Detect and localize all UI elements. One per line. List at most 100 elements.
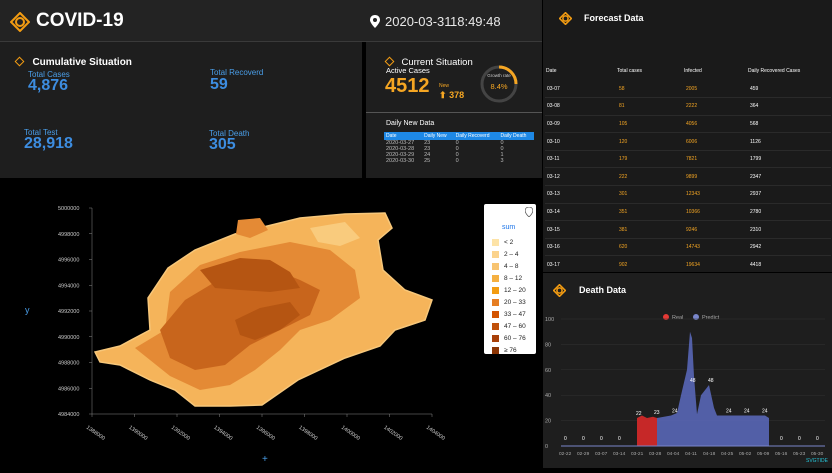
y-tick-label: 4992000 [58, 309, 79, 315]
x-tick-label: 04-04 [667, 451, 680, 457]
map-region-hotspot[interactable] [200, 258, 300, 292]
data-label: 0 [798, 436, 801, 442]
total-recovered-label: Total Recoverd [210, 68, 264, 77]
daily-table: Date Daily New Daily Recoverd Daily Deat… [384, 132, 534, 164]
forecast-cell: 2942 [750, 244, 762, 251]
daily-cell: 1 [500, 152, 504, 158]
location-pin-icon[interactable] [525, 207, 533, 217]
forecast-cell: 2222 [686, 103, 698, 110]
forecast-col-recovered: Daily Recovered Cases [748, 68, 801, 74]
forecast-cell: 2347 [750, 173, 762, 180]
legend-predict[interactable]: Predict [693, 314, 720, 321]
map-region-hotspot[interactable] [235, 302, 300, 340]
data-label: 48 [690, 378, 696, 384]
legend-swatch [492, 238, 499, 246]
daily-cell: 2020-03-29 [386, 152, 415, 158]
x-tick-label: 05-23 [793, 451, 806, 457]
legend-item[interactable]: < 2 [492, 236, 526, 248]
daily-cell: 0 [455, 152, 459, 158]
daily-table-row: 2020-03-29 24 0 1 [384, 152, 534, 158]
legend-item[interactable]: 20 – 33 [492, 296, 526, 308]
total-test-label: Total Test [24, 128, 58, 137]
x-tick-label: 1400000 [340, 425, 361, 442]
data-label: 0 [582, 436, 585, 442]
death-panel: Death Data Real Predict 100 80 60 40 20 0 0 0 0 0 22… [543, 273, 832, 468]
y-tick-label: 4988000 [58, 361, 79, 367]
data-label: 0 [816, 436, 819, 442]
forecast-col-total: Total cases [617, 68, 643, 74]
total-test-value: 28,918 [24, 135, 73, 152]
forecast-cell: 9246 [686, 226, 698, 233]
legend-label: ≥ 76 [504, 346, 517, 354]
x-tick-label: 1390000 [127, 425, 148, 442]
y-tick-label: 0 [545, 444, 548, 450]
x-tick-label: 1404000 [425, 425, 446, 442]
y-tick-label: 40 [545, 393, 551, 399]
data-label: 0 [564, 436, 567, 442]
data-label: 48 [708, 378, 714, 384]
legend-swatch [492, 274, 499, 282]
map-region-light[interactable] [310, 222, 360, 246]
daily-col-recovered: Daily Recoverd [455, 133, 490, 139]
forecast-col-infected: Infected [684, 68, 702, 74]
y-axis-label: y [25, 305, 30, 315]
forecast-cell: 105 [619, 120, 628, 127]
forecast-cell: 381 [619, 226, 628, 233]
predict-area [657, 331, 769, 446]
legend-item[interactable]: ≥ 76 [492, 344, 526, 356]
forecast-cell: 902 [619, 261, 628, 268]
legend-label: 4 – 8 [504, 262, 519, 270]
forecast-cell: 03-10 [547, 138, 560, 145]
legend-real[interactable]: Real [663, 314, 683, 321]
x-tick-label: 02-22 [559, 451, 572, 457]
app-title: COVID-19 [36, 10, 124, 31]
x-tick-label: 1398000 [297, 425, 318, 442]
legend-item[interactable]: 4 – 8 [492, 260, 526, 272]
data-label: 24 [672, 409, 678, 415]
legend-item[interactable]: 47 – 60 [492, 320, 526, 332]
forecast-cell: 19634 [686, 261, 700, 268]
divider [366, 112, 542, 113]
legend-item[interactable]: 12 – 20 [492, 284, 526, 296]
legend-predict-label: Predict [702, 315, 720, 321]
x-tick-label: 1392000 [170, 425, 191, 442]
forecast-cell: 58 [619, 85, 625, 92]
legend-item[interactable]: 8 – 12 [492, 272, 526, 284]
growth-gauge-arc [498, 65, 518, 85]
forecast-cell: 568 [750, 120, 759, 127]
forecast-table-row: 03-08 81 2222 364 [545, 98, 831, 116]
location-pin-icon [370, 15, 380, 28]
forecast-cell: 81 [619, 103, 625, 110]
daily-cell: 0 [455, 140, 459, 146]
current-panel: Current Situation Active Cases 4512 New … [366, 42, 542, 178]
forecast-cell: 03-08 [547, 103, 560, 110]
total-recovered-value: 59 [210, 76, 228, 93]
legend-label: < 2 [504, 238, 514, 246]
map-region-mid[interactable] [236, 218, 268, 238]
daily-cell: 0 [455, 146, 459, 152]
y-tick-label: 4986000 [58, 386, 79, 392]
legend-label: 8 – 12 [504, 274, 523, 282]
active-cases-label: Active Cases [386, 66, 430, 75]
legend-item[interactable]: 33 – 47 [492, 308, 526, 320]
active-cases-value: 4512 [385, 75, 430, 97]
x-tick-label: 03-21 [631, 451, 644, 457]
real-dot-icon [663, 314, 669, 320]
legend-item[interactable]: 2 – 4 [492, 248, 526, 260]
covid-logo-icon [10, 12, 30, 32]
legend-item[interactable]: 60 – 76 [492, 332, 526, 344]
covid-logo-icon [553, 284, 566, 297]
cumulative-panel: Cumulative Situation Total Cases 4,876 T… [0, 42, 362, 178]
map-panel: 5000000 4998000 4996000 4994000 4992000 49900… [0, 180, 542, 468]
forecast-cell: 620 [619, 244, 628, 251]
x-tick-label: 05-16 [775, 451, 788, 457]
data-label: 24 [762, 409, 768, 415]
forecast-cell: 2780 [750, 208, 762, 215]
forecast-cell: 1126 [750, 138, 761, 145]
data-label: 0 [618, 436, 621, 442]
legend-real-label: Real [672, 315, 683, 321]
forecast-cell: 6006 [686, 138, 698, 145]
daily-cell: 2020-03-30 [386, 158, 415, 164]
data-label: 24 [744, 409, 750, 415]
y-tick-label: 60 [545, 368, 551, 374]
